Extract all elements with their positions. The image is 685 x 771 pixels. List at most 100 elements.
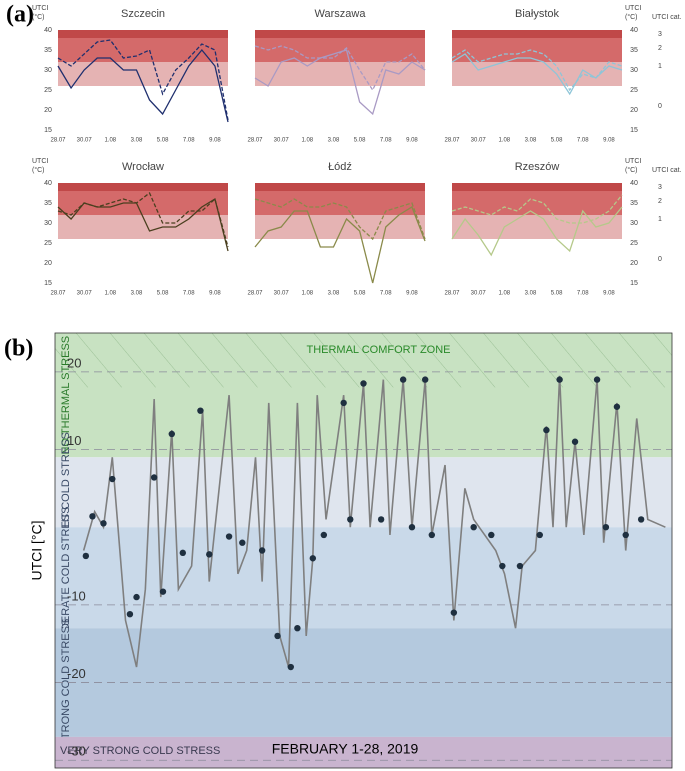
- utci-dot: [450, 609, 458, 616]
- zone-label: STRONG COLD STRESS: [60, 619, 72, 747]
- utci-dot: [622, 531, 629, 539]
- x-tick-label: 3.08: [131, 138, 143, 144]
- x-tick-label: 5.08: [157, 138, 169, 144]
- x-tick-label: 28.07: [247, 291, 263, 297]
- utci-dot: [274, 632, 281, 640]
- chart-title: Wrocław: [122, 161, 164, 173]
- stress-zone: [55, 527, 672, 629]
- x-tick-label: 3.08: [328, 291, 340, 297]
- x-tick-label: 5.08: [551, 291, 563, 297]
- y-tick-label: 25: [44, 87, 52, 94]
- y-tick-label: 35: [44, 200, 52, 207]
- stress-band: [452, 62, 622, 86]
- y2-tick-label: 0: [658, 103, 662, 110]
- stress-band: [58, 30, 228, 38]
- x-tick-label: 30.07: [77, 138, 93, 144]
- y-tick-label: 15: [44, 280, 52, 287]
- series-line: [57, 48, 229, 123]
- stress-band: [255, 183, 425, 191]
- x-tick-label: 7.08: [577, 138, 589, 144]
- x-tick-label: 1.08: [104, 138, 116, 144]
- x-tick-label: 5.08: [157, 291, 169, 297]
- utci-dot: [593, 376, 601, 383]
- stress-band: [58, 183, 228, 191]
- y-axis-label: (°C): [32, 13, 45, 21]
- x-tick-label: 3.08: [328, 138, 340, 144]
- x-tick-label: 1.08: [301, 291, 313, 297]
- zone-label: SLIGHT COLD STRESS: [60, 432, 72, 552]
- utci-dot: [360, 380, 367, 387]
- series-line: [57, 39, 229, 121]
- utci-dot: [470, 523, 477, 531]
- chart-title: Łódź: [328, 161, 352, 173]
- y2-tick-label: 3: [658, 31, 662, 38]
- utci-dot: [239, 539, 246, 546]
- small-chart: Szczecin 28.07 30.07 1.08 3.08 5.08 7.08 9.08 UT…: [32, 5, 229, 144]
- small-chart: Wrocław 28.07 30.07 1.08 3.08 5.08 7.08 9.08 UTC…: [32, 158, 229, 297]
- plot-frame: [54, 332, 673, 769]
- y-tick-label: 35: [630, 47, 638, 54]
- series-line: [451, 206, 623, 257]
- utci-dot: [637, 516, 645, 523]
- x-tick-label: 3.08: [525, 291, 537, 297]
- x-tick-label: 1.08: [498, 138, 510, 144]
- stress-band: [255, 215, 425, 239]
- stress-band: [58, 215, 228, 239]
- y-tick-label: -20: [67, 666, 86, 681]
- y-axis-label: UTCI: [32, 5, 48, 12]
- utci-dot: [571, 438, 579, 445]
- utci-dot: [133, 593, 140, 601]
- series-line: [254, 45, 426, 92]
- stress-band: [452, 183, 622, 191]
- y2-axis-label: UTCI cat.: [652, 167, 682, 174]
- y-axis-label: (°C): [625, 13, 638, 21]
- utci-dot: [347, 516, 354, 523]
- series-line: [57, 191, 229, 248]
- utci-dot: [206, 551, 213, 558]
- y-axis-label: UTCI: [625, 158, 641, 165]
- utci-dot: [126, 610, 134, 618]
- utci-dot: [399, 376, 407, 383]
- x-tick-label: 5.08: [354, 138, 366, 144]
- y2-axis-label: UTCI cat.: [652, 14, 682, 21]
- series-line: [254, 49, 426, 116]
- x-tick-label: 30.07: [274, 291, 290, 297]
- y-axis-label: UTCI: [32, 158, 48, 165]
- utci-dot: [602, 523, 610, 531]
- comfort-hatch: [55, 333, 672, 388]
- chart-title: Rzeszów: [515, 161, 560, 173]
- x-tick-label: 28.07: [444, 291, 460, 297]
- x-tick-label: 7.08: [380, 291, 392, 297]
- utci-dot: [377, 516, 385, 523]
- y-tick-label: 10: [67, 433, 81, 448]
- y-tick-label: 25: [630, 240, 638, 247]
- annotation: THERMAL COMFORT ZONE: [306, 344, 450, 356]
- panel-label: (b): [4, 336, 33, 362]
- zone-label: NO THERMAL STRESS: [60, 336, 72, 455]
- utci-dot: [488, 531, 495, 539]
- utci-dot: [225, 533, 233, 540]
- stress-band: [255, 38, 425, 62]
- y2-tick-label: 3: [658, 184, 662, 191]
- y-tick-label: 20: [630, 107, 638, 114]
- y-tick-label: 15: [44, 127, 52, 134]
- utci-dot: [197, 407, 204, 414]
- y2-tick-label: 2: [658, 45, 662, 52]
- y-axis-label: (°C): [625, 166, 638, 174]
- zone-label: MODERATE COLD STRESS: [60, 507, 72, 649]
- y-tick-label: 20: [67, 355, 81, 370]
- utci-line: [82, 375, 666, 668]
- x-tick-label: 30.07: [471, 138, 487, 144]
- chart-title: Szczecin: [121, 8, 165, 20]
- stress-band: [452, 191, 622, 215]
- utci-dot: [422, 376, 429, 383]
- utci-dot: [294, 624, 301, 632]
- utci-dot: [340, 399, 347, 407]
- y-tick-label: 35: [630, 200, 638, 207]
- small-chart: Rzeszów 28.07 30.07 1.08 3.08 5.08 7.08 9.08 UTC…: [444, 158, 681, 297]
- x-tick-label: 28.07: [247, 138, 263, 144]
- x-tick-label: 9.08: [209, 138, 221, 144]
- zone-label: VERY STRONG COLD STRESS: [60, 745, 220, 757]
- utci-dot: [556, 376, 563, 383]
